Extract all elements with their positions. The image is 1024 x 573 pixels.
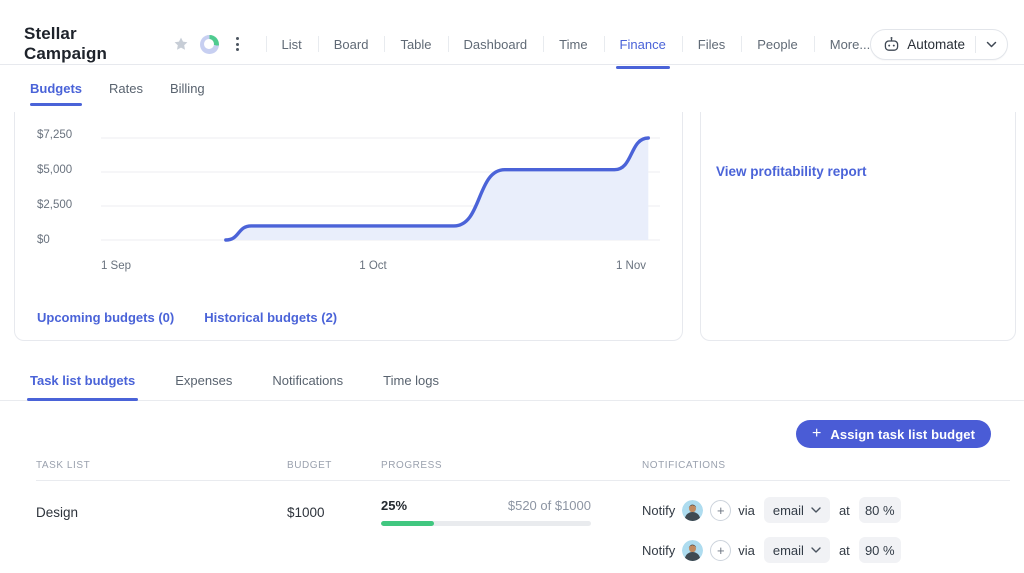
subtab-rates[interactable]: Rates — [109, 80, 143, 96]
page-title: Stellar Campaign — [24, 24, 107, 63]
col-progress: Progress — [381, 460, 443, 471]
threshold-input[interactable]: 80 % — [858, 497, 901, 523]
channel-value: email — [772, 542, 804, 558]
historical-budgets-link[interactable]: Historical budgets (2) — [204, 310, 338, 325]
x-tick-oct: 1 Oct — [359, 260, 387, 272]
tab-time[interactable]: Time — [559, 33, 587, 56]
plus-icon: + — [812, 424, 822, 442]
upcoming-budgets-link[interactable]: Upcoming budgets (0) — [37, 310, 175, 325]
chevron-down-icon[interactable] — [986, 41, 997, 48]
tab-board[interactable]: Board — [334, 33, 369, 56]
favorite-star-icon[interactable] — [173, 36, 189, 52]
channel-value: email — [772, 502, 804, 518]
budget-chart-card: $7,250 $5,000 $2,500 $0 1 Sep 1 Oct 1 No… — [14, 112, 683, 341]
robot-icon — [883, 36, 900, 53]
progress-cell: 25% $520 of $1000 — [381, 481, 642, 573]
progress-bar — [381, 521, 591, 526]
tab-list[interactable]: List — [282, 33, 302, 56]
channel-select[interactable]: email — [763, 537, 830, 563]
notifications-cell: Notify + via email at 80 % — [642, 481, 1010, 573]
channel-select[interactable]: email — [763, 497, 830, 523]
progress-detail: $520 of $1000 — [507, 498, 591, 513]
chart-area-fill — [225, 138, 649, 240]
add-recipient-button[interactable]: + — [710, 499, 732, 521]
x-tick-nov: 1 Nov — [615, 260, 647, 272]
assignee-avatar[interactable] — [682, 499, 704, 521]
via-label: via — [738, 502, 755, 518]
assign-button-label: Assign task list budget — [830, 426, 975, 442]
y-tick-0: $0 — [37, 234, 50, 246]
x-tick-sep: 1 Sep — [100, 260, 132, 272]
tab-more[interactable]: More... — [830, 33, 870, 56]
divider — [975, 35, 976, 53]
automate-button[interactable]: Automate — [870, 28, 1008, 60]
notify-label: Notify — [642, 502, 676, 518]
automate-label: Automate — [907, 36, 965, 52]
progress-percent: 25% — [381, 498, 408, 513]
tab-people[interactable]: People — [757, 33, 797, 56]
finance-subtabs: Budgets Rates Billing — [0, 65, 1024, 111]
progress-bar-fill — [381, 521, 434, 526]
y-tick-5000: $5,000 — [37, 164, 73, 176]
y-tick-7250: $7,250 — [37, 129, 73, 141]
col-budget: Budget — [287, 460, 332, 471]
chevron-down-icon — [811, 547, 821, 553]
notify-label: Notify — [642, 542, 676, 558]
task-list-name[interactable]: Design — [36, 505, 79, 520]
profitability-card: View profitability report — [700, 112, 1016, 341]
subtab-billing[interactable]: Billing — [169, 80, 205, 96]
notification-rule: Notify + via email at 80 % — [642, 495, 1010, 525]
notification-rule: Notify + via email at 90 % — [642, 535, 1010, 565]
view-profitability-report-link[interactable]: View profitability report — [716, 164, 867, 179]
plus-icon: + — [716, 502, 725, 518]
budget-value: $1000 — [287, 505, 325, 520]
at-label: at — [838, 542, 850, 558]
tab-task-list-budgets[interactable]: Task list budgets — [26, 360, 139, 401]
via-label: via — [738, 542, 755, 558]
assignee-avatar[interactable] — [682, 539, 704, 561]
y-tick-2500: $2,500 — [37, 199, 73, 211]
tab-expenses[interactable]: Expenses — [175, 372, 233, 388]
tab-notifications[interactable]: Notifications — [272, 372, 344, 388]
task-list-budgets-table: Task list Budget Progress Notifications … — [36, 460, 1010, 573]
top-bar: Stellar Campaign List Board Table Dashbo… — [0, 0, 1024, 69]
budget-section-tabs: Task list budgets Expenses Notifications… — [0, 360, 1024, 401]
kebab-menu-icon[interactable] — [231, 33, 244, 55]
plus-icon: + — [716, 542, 725, 558]
tab-files[interactable]: Files — [698, 33, 725, 56]
threshold-input[interactable]: 90 % — [858, 537, 901, 563]
table-row: Design $1000 25% $520 of $1000 Notify — [36, 481, 1010, 573]
tab-table[interactable]: Table — [400, 33, 431, 56]
tab-dashboard[interactable]: Dashboard — [464, 33, 528, 56]
table-header-row: Task list Budget Progress Notifications — [36, 460, 1010, 481]
col-notifications: Notifications — [642, 460, 726, 471]
chevron-down-icon — [811, 507, 821, 513]
tab-time-logs[interactable]: Time logs — [383, 372, 440, 388]
status-ring-icon[interactable] — [199, 34, 219, 54]
budget-links: Upcoming budgets (0) Historical budgets … — [37, 310, 337, 325]
chart-line — [224, 136, 650, 242]
col-task-list: Task list — [36, 460, 91, 471]
assign-task-list-budget-button[interactable]: + Assign task list budget — [796, 420, 991, 448]
add-recipient-button[interactable]: + — [710, 539, 732, 561]
budget-area-chart — [101, 136, 660, 242]
view-tabs: List Board Table Dashboard Time Finance … — [250, 33, 870, 69]
at-label: at — [838, 502, 850, 518]
tab-finance[interactable]: Finance — [615, 33, 671, 69]
subtab-budgets[interactable]: Budgets — [30, 65, 82, 111]
